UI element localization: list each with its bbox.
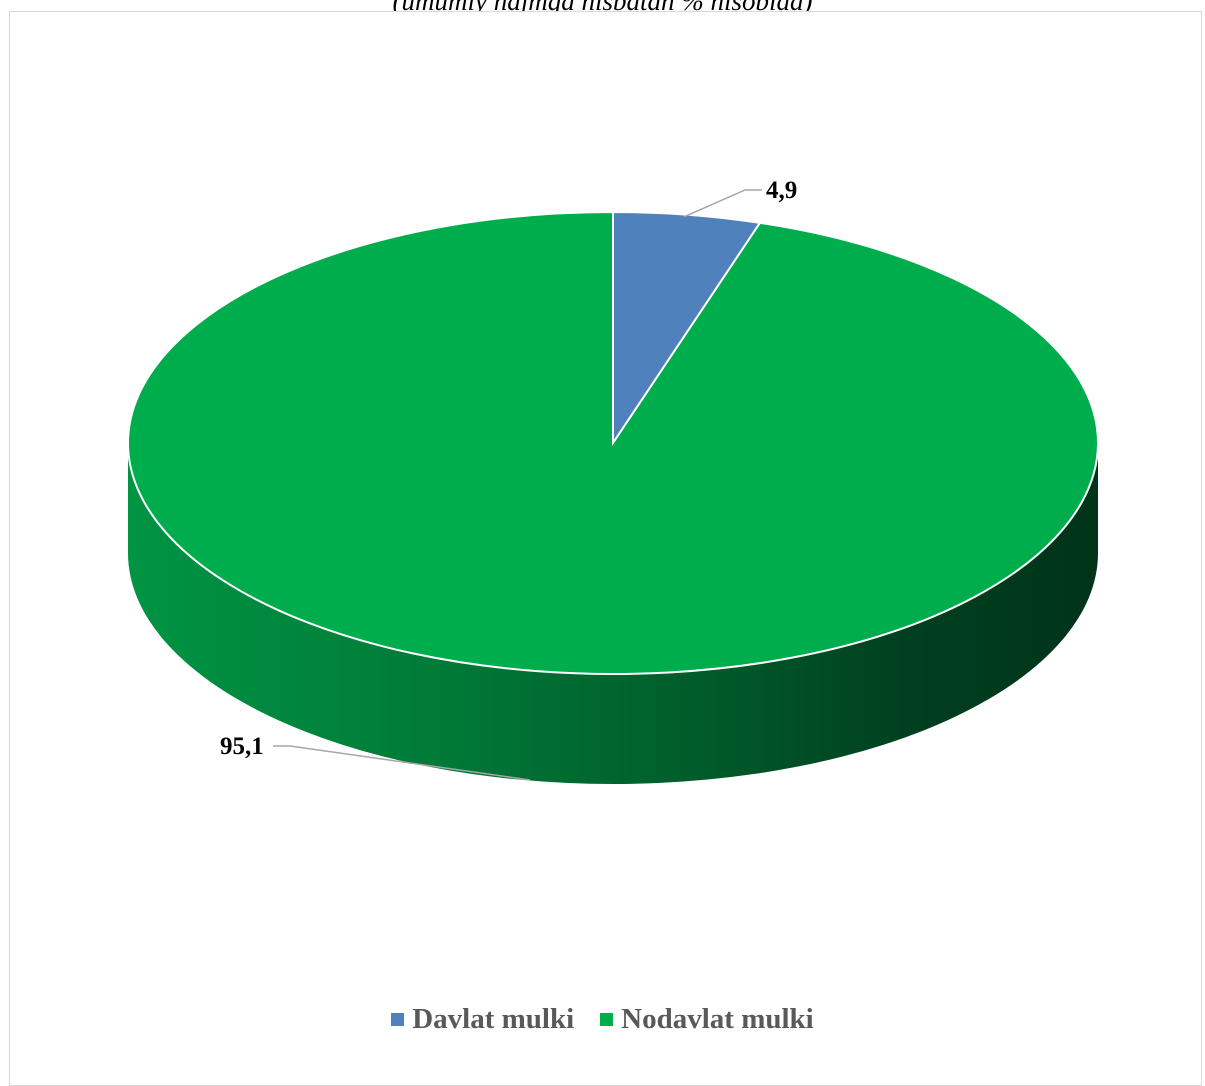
pie-side-wall [128,443,1098,784]
slice-nodavlat-mulki [127,210,1099,675]
legend-item-davlat: Davlat mulki [391,1003,574,1036]
leader-line-nodavlat [273,745,531,781]
leader-line-davlat [684,189,762,218]
chart-legend: Davlat mulki Nodavlat mulki [0,1003,1205,1036]
legend-label-nodavlat: Nodavlat mulki [621,1003,814,1035]
legend-swatch-nodavlat [600,1013,614,1026]
data-label-nodavlat: 95,1 [220,733,264,760]
legend-swatch-davlat [391,1013,405,1026]
legend-label-davlat: Davlat mulki [412,1003,575,1035]
legend-item-nodavlat: Nodavlat mulki [600,1003,814,1036]
data-label-davlat: 4,9 [766,177,797,204]
pie-side-face [128,443,1098,784]
